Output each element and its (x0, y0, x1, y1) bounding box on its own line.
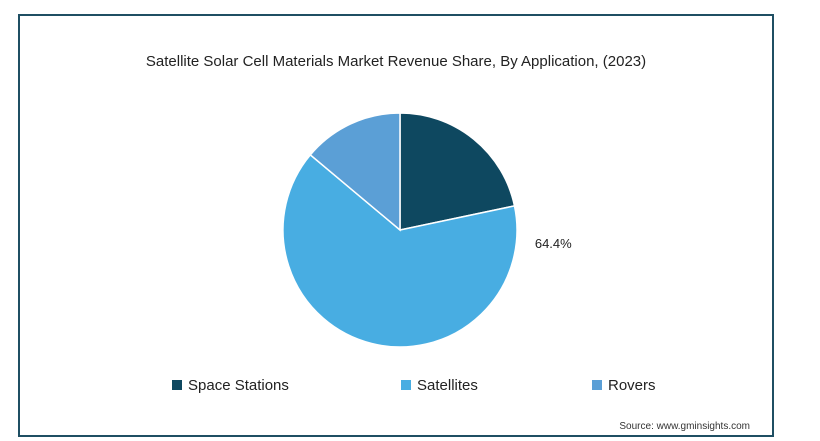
legend-item-space-stations: Space Stations (172, 374, 289, 396)
legend-label-space-stations: Space Stations (188, 376, 289, 394)
pie-label-satellites: 64.4% (535, 236, 572, 251)
legend-swatch-space-stations (172, 380, 182, 390)
legend-swatch-rovers (592, 380, 602, 390)
source-note: Source: www.gminsights.com (619, 421, 750, 432)
chart-title: Satellite Solar Cell Materials Market Re… (145, 53, 647, 70)
legend-swatch-satellites (401, 380, 411, 390)
legend-label-satellites: Satellites (417, 376, 478, 394)
legend-item-satellites: Satellites (401, 374, 478, 396)
legend-item-rovers: Rovers (592, 374, 656, 396)
legend-label-rovers: Rovers (608, 376, 656, 394)
pie-slice-space-stations (399, 112, 516, 231)
pie-slice-satellites (282, 153, 518, 348)
pie-slice-rovers (309, 112, 401, 232)
